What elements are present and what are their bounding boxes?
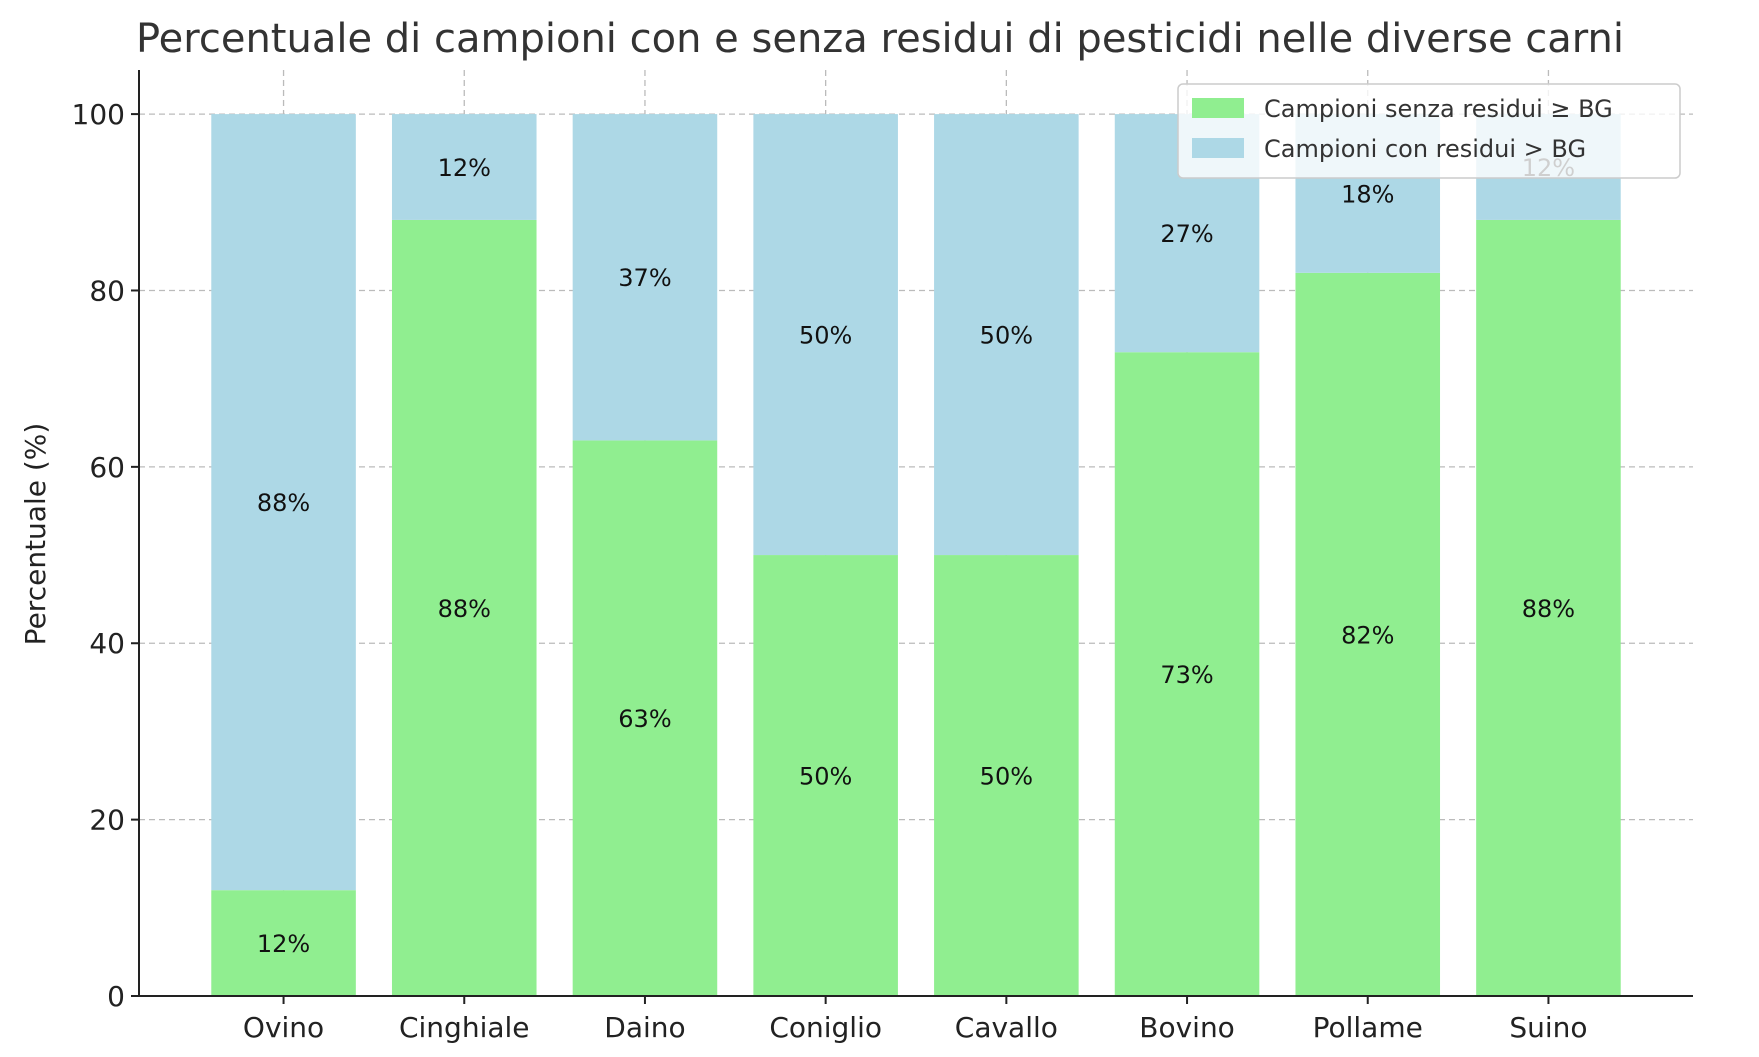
- x-tick-label: Pollame: [1313, 1011, 1423, 1044]
- x-tick-label: Coniglio: [769, 1011, 882, 1044]
- bar-senza-residui-coniglio: [753, 555, 898, 996]
- legend-box: [1177, 83, 1681, 179]
- bar-con-residui-cavallo: [934, 114, 1079, 556]
- chart-title: Percentuale di campioni con e senza resi…: [136, 16, 1624, 62]
- legend-swatch: [1192, 98, 1244, 118]
- y-axis-label: Percentuale (%): [19, 423, 52, 646]
- data-label: 63%: [618, 705, 671, 733]
- x-tick-label: Bovino: [1139, 1011, 1235, 1044]
- data-label: 12%: [438, 154, 491, 182]
- legend-entry: Campioni con residui > BG: [1264, 135, 1586, 163]
- x-tick-label: Daino: [604, 1011, 685, 1044]
- x-tick-label: Suino: [1509, 1011, 1587, 1044]
- bar-con-residui-daino: [572, 114, 718, 441]
- bar-senza-residui-suino: [1476, 219, 1621, 996]
- bar-senza-residui-bovino: [1114, 352, 1260, 996]
- data-label: 50%: [799, 322, 852, 350]
- axes: 0 20 40 60 80 100 Ovino Cinghiale Daino Coniglio C…: [72, 70, 1693, 1044]
- data-label: 73%: [1160, 661, 1213, 689]
- bar-senza-residui-ovino: [211, 890, 356, 996]
- data-label: 27%: [1160, 220, 1213, 248]
- data-label: 82%: [1341, 621, 1394, 649]
- bar-senza-residui-daino: [572, 440, 718, 996]
- x-tick-label: Ovino: [243, 1011, 324, 1044]
- data-label: 12%: [257, 930, 310, 958]
- data-label: 88%: [438, 595, 491, 623]
- grid-lines: [139, 70, 1693, 997]
- data-label: 50%: [799, 763, 852, 791]
- y-tick-label: 60: [89, 451, 125, 484]
- x-tick-label: Cavallo: [955, 1011, 1058, 1044]
- data-label: 88%: [257, 489, 310, 517]
- legend-entry: Campioni senza residui ≥ BG: [1264, 95, 1613, 123]
- bar-senza-residui-cinghiale: [391, 219, 537, 996]
- legend-swatch: [1192, 138, 1244, 158]
- bar-senza-residui-cavallo: [934, 555, 1079, 996]
- bar-senza-residui-pollame: [1295, 272, 1441, 996]
- data-label: 50%: [980, 763, 1033, 791]
- data-label: 88%: [1522, 595, 1575, 623]
- bar-con-residui-ovino: [211, 114, 356, 891]
- data-label: 50%: [980, 322, 1033, 350]
- legend: Campioni senza residui ≥ BG Campioni con …: [1177, 83, 1681, 179]
- x-tick-label: Cinghiale: [399, 1011, 530, 1044]
- bar-con-residui-coniglio: [753, 114, 898, 556]
- bar-con-residui-cinghiale: [391, 114, 537, 220]
- y-tick-label: 20: [89, 804, 125, 837]
- y-tick-label: 40: [89, 627, 125, 660]
- y-tick-label: 80: [89, 274, 125, 307]
- data-label: 18%: [1341, 180, 1394, 208]
- bars: [211, 114, 1621, 996]
- data-label: 37%: [618, 264, 671, 292]
- y-tick-label: 0: [107, 980, 125, 1013]
- y-tick-label: 100: [72, 98, 125, 131]
